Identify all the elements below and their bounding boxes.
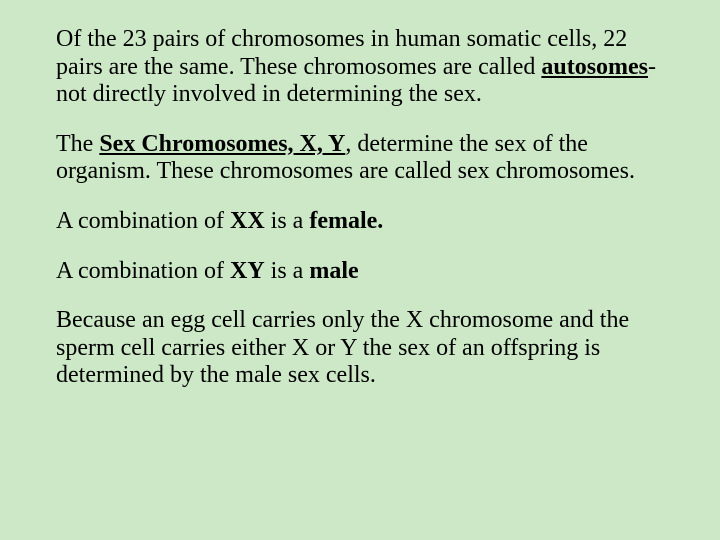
paragraph-xx-female: A combination of XX is a female. (56, 208, 664, 236)
paragraph-determination: Because an egg cell carries only the X c… (56, 307, 664, 390)
term-female: female. (309, 208, 383, 234)
text-run: A combination of (56, 258, 230, 284)
paragraph-sex-chromosomes: The Sex Chromosomes, X, Y, determine the… (56, 131, 664, 186)
paragraph-xy-male: A combination of XY is a male (56, 258, 664, 286)
term-xx: XX (230, 208, 265, 234)
term-xy: XY (230, 258, 265, 284)
text-run: A combination of (56, 208, 230, 234)
term-sex-chromosomes: Sex Chromosomes, X, Y (99, 131, 345, 157)
text-run: The (56, 131, 99, 157)
text-run: is a (265, 208, 310, 234)
term-male: male (309, 258, 358, 284)
paragraph-autosomes: Of the 23 pairs of chromosomes in human … (56, 26, 664, 109)
term-autosomes: autosomes (541, 54, 648, 80)
text-run: Because an egg cell carries only the X c… (56, 307, 629, 388)
text-run: is a (265, 258, 310, 284)
slide-body: Of the 23 pairs of chromosomes in human … (0, 0, 720, 390)
